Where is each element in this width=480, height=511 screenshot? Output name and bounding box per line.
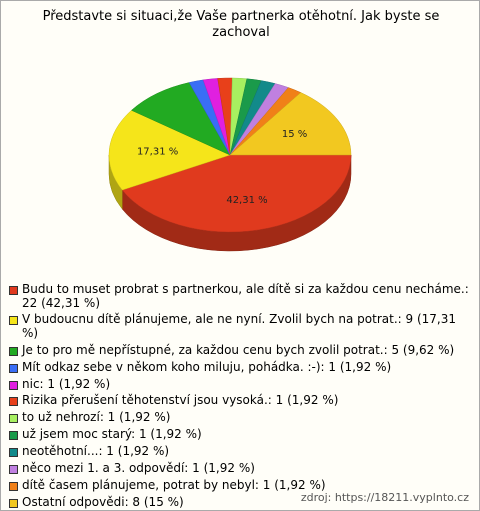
legend-swatch: [9, 498, 18, 508]
legend-swatch: [9, 286, 18, 295]
legend-label: Rizika přerušení těhotenství jsou vysoká…: [22, 393, 339, 408]
legend-item: už jsem moc starý: 1 (1,92 %): [9, 428, 475, 442]
legend-label: Ostatní odpovědi: 8 (15 %): [22, 494, 184, 509]
legend-swatch: [9, 346, 18, 356]
data-label: 17,31 %: [137, 147, 178, 158]
legend-label: nic: 1 (1,92 %): [22, 376, 111, 391]
legend-item: nic: 1 (1,92 %): [9, 376, 475, 392]
data-label: 42,31 %: [226, 195, 267, 206]
pie: 42,31 % 17,31 % 15 %: [108, 77, 352, 252]
slice: [108, 109, 231, 191]
legend-label: to už nehrozí: 1 (1,92 %): [22, 410, 171, 425]
legend-item: Budu to muset probrat s partnerkou, ale …: [9, 282, 475, 310]
legend-item: Mít odkaz sebe v někom koho miluju, pohá…: [9, 359, 475, 375]
slice: [131, 82, 231, 156]
legend-item: dítě časem plánujeme, potrat by nebyl: 1…: [9, 477, 475, 493]
legend: Budu to muset probrat s partnerkou, ale …: [9, 282, 475, 510]
legend-label: Budu to muset probrat s partnerkou, ale …: [22, 282, 469, 310]
legend-item: něco mezi 1. a 3. odpovědí: 1 (1,92 %): [9, 462, 475, 476]
legend-swatch: [9, 363, 18, 373]
slice: [229, 92, 352, 156]
legend-swatch: [9, 448, 18, 458]
legend-label: už jsem moc starý: 1 (1,92 %): [22, 427, 202, 442]
legend-label: dítě časem plánujeme, potrat by nebyl: 1…: [22, 477, 326, 492]
legend-item: Ostatní odpovědi: 8 (15 %): [9, 494, 475, 510]
slice: [121, 154, 352, 233]
legend-swatch: [9, 397, 18, 407]
legend-label: Mít odkaz sebe v někom koho miluju, pohá…: [22, 359, 392, 374]
legend-label: V budoucnu dítě plánujeme, ale ne nyní. …: [22, 312, 456, 340]
data-label: 15 %: [282, 129, 307, 140]
legend-item: to už nehrozí: 1 (1,92 %): [9, 411, 475, 425]
legend-label: neotěhotní...: 1 (1,92 %): [22, 444, 170, 459]
legend-swatch: [9, 414, 18, 424]
legend-swatch: [9, 316, 18, 326]
legend-label: Je to pro mě nepřístupné, za každou cenu…: [22, 342, 455, 357]
legend-swatch: [9, 465, 18, 475]
legend-item: neotěhotní...: 1 (1,92 %): [9, 445, 475, 459]
legend-item: Rizika přerušení těhotenství jsou vysoká…: [9, 394, 475, 408]
legend-item: Je to pro mě nepřístupné, za každou cenu…: [9, 342, 475, 358]
legend-item: V budoucnu dítě plánujeme, ale ne nyní. …: [9, 313, 475, 340]
legend-label: něco mezi 1. a 3. odpovědí: 1 (1,92 %): [22, 461, 255, 476]
legend-swatch: [9, 481, 18, 491]
chart-title: Představte si situaci,že Vaše partnerka …: [42, 9, 440, 40]
source: zdroj: https://18211.vyplnto.cz: [300, 491, 469, 504]
legend-swatch: [9, 380, 18, 390]
legend-swatch: [9, 431, 18, 441]
